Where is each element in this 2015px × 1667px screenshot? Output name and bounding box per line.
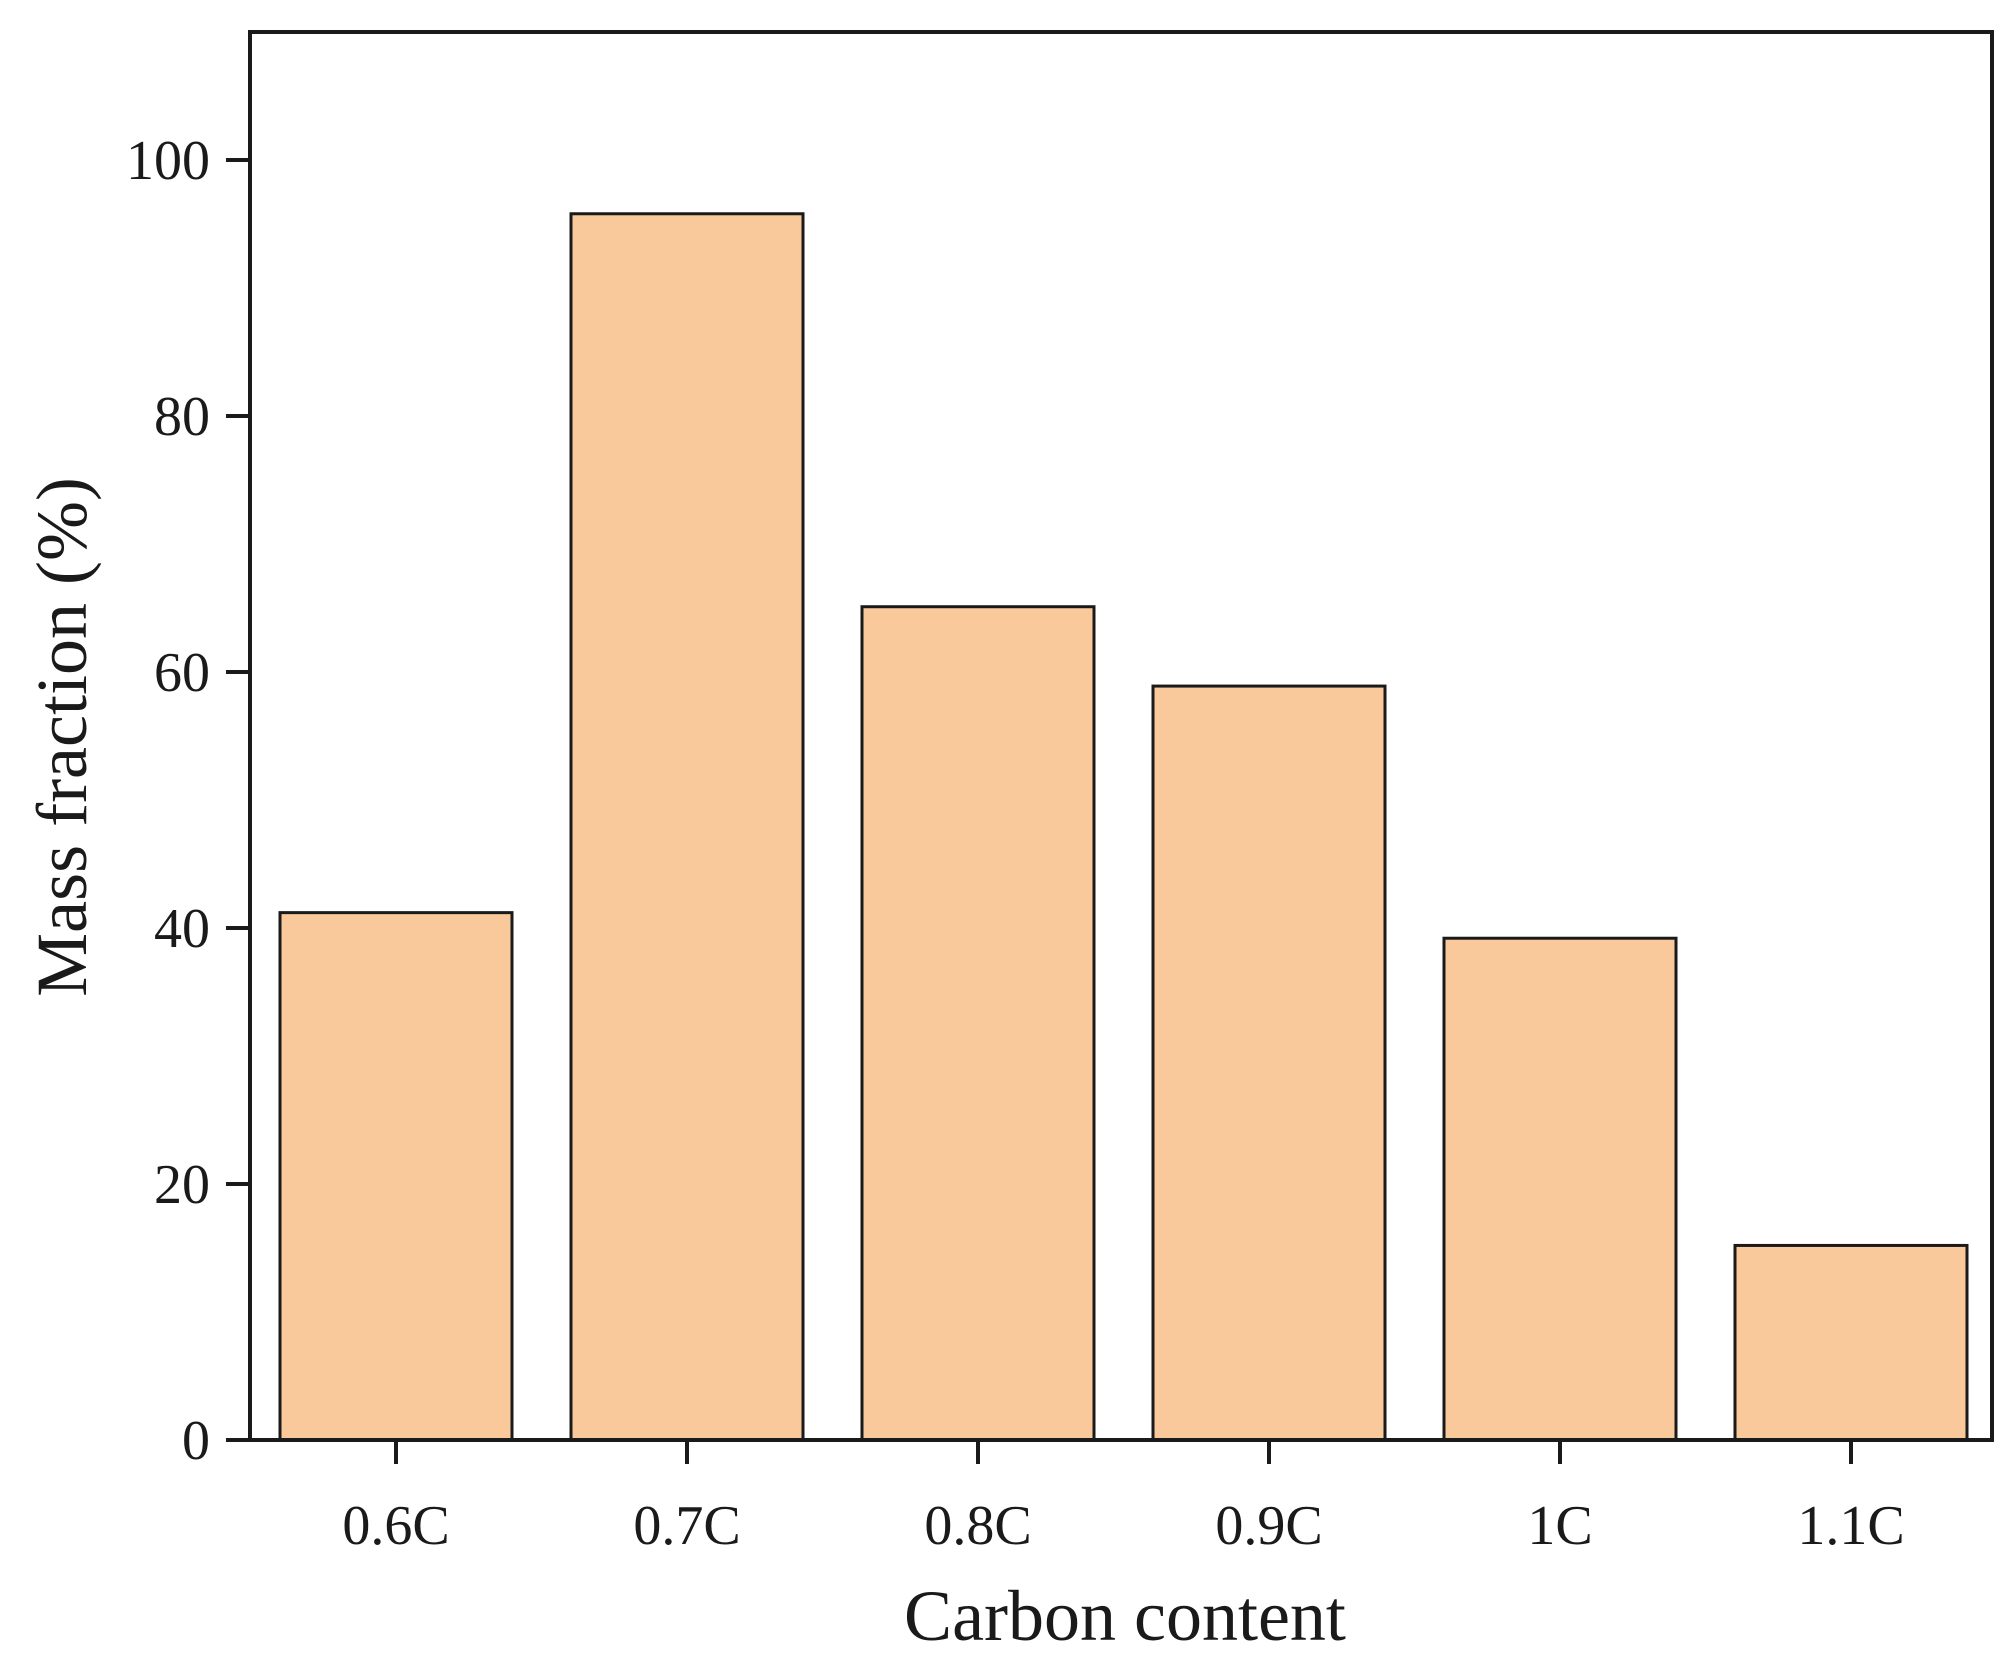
y-tick-label: 60 [154, 642, 210, 704]
y-tick-label: 20 [154, 1154, 210, 1216]
y-tick-label: 100 [126, 130, 210, 192]
y-tick-label: 40 [154, 898, 210, 960]
x-axis-title: Carbon content [904, 1576, 1346, 1656]
y-tick-label: 0 [182, 1410, 210, 1472]
bar-0.7C [569, 212, 805, 1442]
axis-ticks [226, 158, 1853, 1464]
plot-frame [248, 30, 1994, 1442]
x-tick-label: 1C [1527, 1495, 1592, 1557]
bar-0.6C [278, 911, 514, 1442]
bar-0.8C [860, 605, 1096, 1442]
x-tick-label: 0.6C [342, 1495, 449, 1557]
bar-1C [1442, 936, 1678, 1442]
tick-labels: 0.6C 0.7C 0.8C 0.9C 1C 1.1C 0 20 40 60 80 100 [126, 130, 1905, 1557]
y-axis-title: Mass fraction (%) [22, 477, 102, 997]
x-tick-label: 0.7C [633, 1495, 740, 1557]
x-tick-label: 0.9C [1215, 1495, 1322, 1557]
bar-0.9C [1151, 684, 1387, 1442]
bar-1.1C [1733, 1243, 1969, 1442]
bars-layer [278, 212, 1969, 1442]
x-tick-label: 0.8C [924, 1495, 1031, 1557]
y-tick-label: 80 [154, 386, 210, 448]
x-tick-label: 1.1C [1797, 1495, 1904, 1557]
